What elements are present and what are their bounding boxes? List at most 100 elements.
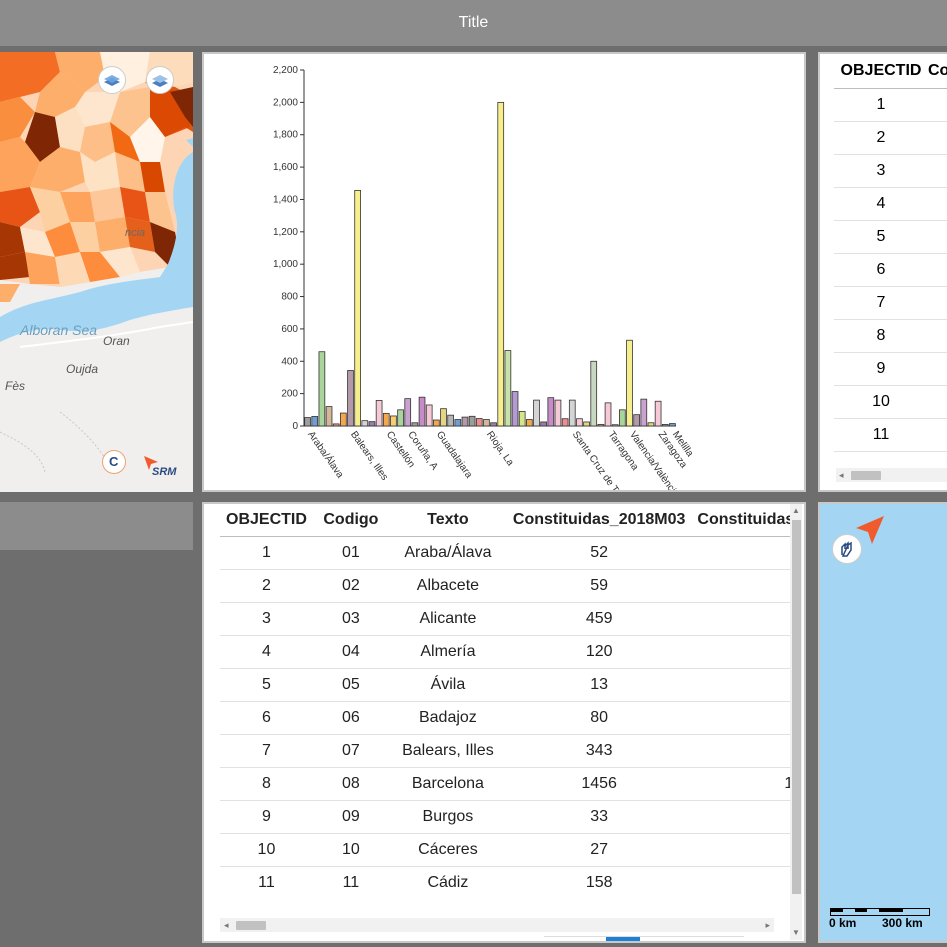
table-row[interactable]: 1111Cádiz15899	[220, 866, 790, 899]
scroll-left-icon[interactable]: ◂	[224, 920, 229, 930]
table-row[interactable]: 505Ávila1313	[220, 668, 790, 702]
cell-codigo: 07	[312, 734, 389, 768]
bar	[619, 409, 626, 427]
cell-codigo: 03	[312, 602, 389, 636]
cell-constituidas-next: 13	[691, 668, 790, 702]
bar	[561, 418, 569, 427]
cell-objectid: 6	[876, 261, 886, 278]
cell-objectid: 10	[872, 393, 890, 410]
table-row[interactable]: 2	[834, 122, 947, 155]
y-tick-label: 400	[281, 356, 298, 367]
table-row[interactable]: 11	[834, 419, 947, 452]
bar	[640, 398, 648, 427]
bar	[368, 421, 376, 427]
map-view-2[interactable]: 0 km 300 km	[818, 502, 947, 943]
cell-codigo: 08	[312, 767, 389, 801]
cell-texto: Araba/Álava	[388, 536, 507, 570]
table-row[interactable]: 909Burgos3333	[220, 800, 790, 834]
map-label-sea: Alboran Sea	[19, 322, 97, 338]
table-row[interactable]: 404Almería120118	[220, 635, 790, 669]
cell-constituidas-2018m03: 158	[506, 866, 692, 899]
table-row[interactable]: 6	[834, 254, 947, 287]
cell-constituidas-next: 118	[691, 635, 790, 669]
bar	[361, 420, 369, 427]
bar	[611, 424, 619, 427]
cell-constituidas-2018m03: 343	[506, 734, 692, 768]
table-row[interactable]: 3	[834, 155, 947, 188]
bar	[504, 350, 512, 427]
gesture-icon[interactable]	[832, 534, 862, 564]
bar	[440, 408, 447, 427]
cell-constituidas-2018m03: 52	[506, 536, 692, 570]
cell-objectid: 2	[220, 569, 313, 603]
horizontal-scrollbar[interactable]: ◂	[836, 468, 947, 482]
table-row[interactable]: 808Barcelona14561280	[220, 767, 790, 801]
table-row[interactable]: 202Albacete5956	[220, 569, 790, 603]
cell-constituidas-2018m03: 120	[506, 635, 692, 669]
column-header-constituidas-2018m03[interactable]: Constituidas_2018M03	[506, 504, 692, 537]
bar	[318, 351, 326, 427]
table-viewport[interactable]: OBJECTID Codigo Texto Constituidas_2018M…	[220, 504, 790, 918]
table-row[interactable]: 1	[834, 89, 947, 122]
bar	[583, 421, 590, 427]
bar	[475, 418, 483, 427]
bar	[590, 360, 598, 427]
scrollbar-thumb[interactable]	[236, 921, 266, 930]
pager[interactable]	[544, 936, 744, 941]
table-row[interactable]: 303Alicante459415	[220, 602, 790, 636]
table-row[interactable]: 606Badajoz8072	[220, 701, 790, 735]
table-row[interactable]: 5	[834, 221, 947, 254]
table-row[interactable]: 9	[834, 353, 947, 386]
cell-codigo: 10	[312, 833, 389, 867]
scrollbar-thumb[interactable]	[851, 471, 881, 480]
column-header-objectid[interactable]: OBJECTID	[840, 62, 922, 79]
bar	[597, 423, 605, 427]
cell-objectid: 2	[876, 129, 886, 146]
vertical-scrollbar[interactable]: ▲ ▼	[790, 504, 802, 940]
bar	[325, 406, 333, 427]
cell-texto: Badajoz	[388, 701, 507, 735]
basemap-icon[interactable]	[146, 66, 174, 94]
column-header-codigo[interactable]: Codigo	[312, 504, 389, 537]
table-row[interactable]: 1010Cáceres2738	[220, 833, 790, 867]
column-header-partial[interactable]: Co	[928, 62, 947, 79]
table-row[interactable]: 8	[834, 320, 947, 353]
table-row[interactable]: 7	[834, 287, 947, 320]
bar	[511, 391, 519, 427]
scroll-left-icon[interactable]: ◂	[839, 470, 844, 480]
bar	[547, 397, 555, 427]
y-tick-label: 0	[292, 421, 298, 432]
bar	[568, 399, 576, 427]
table-row[interactable]: 4	[834, 188, 947, 221]
column-header-texto[interactable]: Texto	[388, 504, 507, 537]
map-view[interactable]: Alboran Sea Oran Oujda Fès ncia C SRM	[0, 52, 193, 492]
bar	[347, 370, 354, 427]
layers-icon[interactable]	[98, 66, 126, 94]
scroll-up-icon[interactable]: ▲	[792, 506, 800, 515]
bar	[311, 416, 319, 427]
cell-constituidas-next: 56	[691, 569, 790, 603]
table-row[interactable]: 10	[834, 386, 947, 419]
app-title: Title	[458, 14, 489, 31]
scale-label-end: 300 km	[882, 916, 923, 930]
column-header-constituidas-next[interactable]: Constituidas_	[691, 504, 790, 537]
bar	[661, 423, 669, 427]
scale-label-start: 0 km	[829, 916, 857, 930]
x-tick-label: Balears, Illes	[348, 429, 390, 482]
credits-icon[interactable]: C	[102, 450, 126, 474]
y-tick-label: 2,000	[273, 97, 298, 108]
cell-codigo: 09	[312, 800, 389, 834]
scroll-right-icon[interactable]: ▸	[765, 920, 770, 930]
pointer-icon[interactable]	[852, 514, 886, 548]
cell-texto: Balears, Illes	[388, 734, 507, 768]
horizontal-scrollbar[interactable]: ◂ ▸	[220, 918, 774, 932]
bar	[554, 399, 562, 427]
map-canvas[interactable]: Alboran Sea Oran Oujda Fès ncia	[0, 52, 193, 492]
column-header-objectid[interactable]: OBJECTID	[220, 504, 313, 537]
scroll-down-icon[interactable]: ▼	[792, 928, 800, 937]
bar	[411, 422, 419, 427]
scrollbar-thumb[interactable]	[792, 520, 801, 894]
pager-active-page[interactable]	[606, 937, 640, 941]
